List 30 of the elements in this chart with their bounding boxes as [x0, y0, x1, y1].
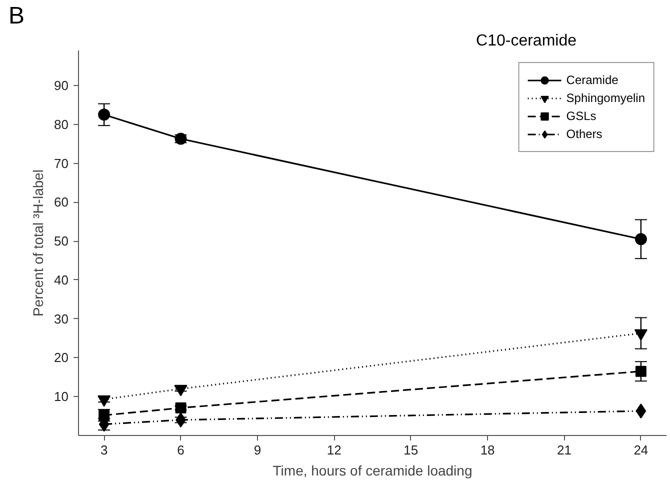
point [634, 233, 647, 246]
y-tick-label: 70 [54, 156, 69, 171]
legend-label: Others [566, 127, 602, 141]
text: B [8, 2, 25, 30]
y-tick-label: 80 [54, 116, 69, 132]
y-tick-label: 10 [54, 389, 69, 404]
point [635, 366, 646, 377]
point [636, 404, 646, 418]
y-tick-label: 30 [54, 311, 69, 326]
y-tick-label: 20 [54, 350, 69, 366]
chart-title: C10-ceramide [476, 32, 577, 50]
y-tick-label: 40 [54, 272, 69, 288]
x-tick-label: 18 [480, 442, 495, 458]
x-axis-title: Time, hours of ceramide loading [272, 462, 472, 478]
legend-label: Sphingomyelin [566, 91, 645, 105]
x-tick-label: 6 [177, 442, 184, 458]
y-tick-label: 60 [54, 194, 69, 210]
legend-label: Ceramide [566, 73, 618, 87]
legend-label: GSLs [566, 109, 596, 123]
x-tick-label: 21 [557, 442, 572, 458]
x-tick-label: 15 [404, 442, 418, 458]
y-tick-label: 50 [54, 234, 69, 249]
point [175, 402, 186, 414]
point [98, 108, 110, 121]
x-tick-label: 24 [634, 442, 648, 458]
x-tick-label: 9 [254, 442, 262, 458]
x-tick-label: 3 [100, 442, 108, 458]
x-tick-label: 12 [326, 442, 342, 458]
y-tick-label: 90 [54, 78, 69, 93]
y-axis-title: Percent of total ³H-label [30, 169, 46, 317]
